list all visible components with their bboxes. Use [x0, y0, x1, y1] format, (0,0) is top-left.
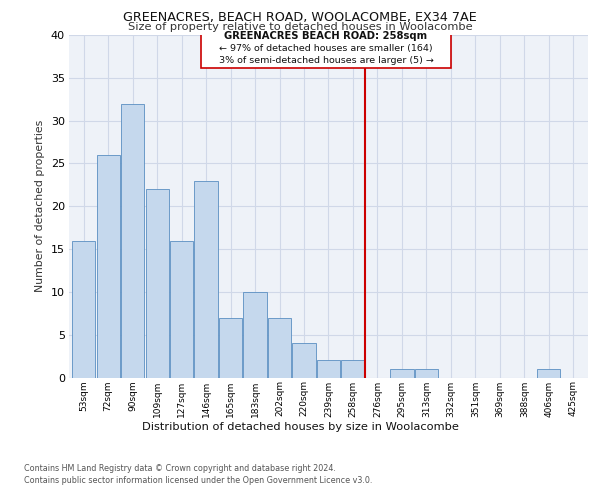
Bar — [317, 360, 340, 378]
Bar — [391, 369, 413, 378]
Y-axis label: Number of detached properties: Number of detached properties — [35, 120, 45, 292]
Bar — [72, 240, 95, 378]
Text: Contains public sector information licensed under the Open Government Licence v3: Contains public sector information licen… — [24, 476, 373, 485]
Bar — [121, 104, 144, 378]
Text: 3% of semi-detached houses are larger (5) →: 3% of semi-detached houses are larger (5… — [218, 56, 433, 66]
Text: GREENACRES BEACH ROAD: 258sqm: GREENACRES BEACH ROAD: 258sqm — [224, 30, 428, 40]
Text: ← 97% of detached houses are smaller (164): ← 97% of detached houses are smaller (16… — [219, 44, 433, 52]
Bar — [97, 155, 120, 378]
Bar — [146, 189, 169, 378]
Bar — [268, 318, 291, 378]
Text: Contains HM Land Registry data © Crown copyright and database right 2024.: Contains HM Land Registry data © Crown c… — [24, 464, 336, 473]
Bar — [537, 369, 560, 378]
Bar — [194, 180, 218, 378]
Bar — [219, 318, 242, 378]
Text: Size of property relative to detached houses in Woolacombe: Size of property relative to detached ho… — [128, 22, 472, 32]
Text: GREENACRES, BEACH ROAD, WOOLACOMBE, EX34 7AE: GREENACRES, BEACH ROAD, WOOLACOMBE, EX34… — [123, 11, 477, 24]
Text: Distribution of detached houses by size in Woolacombe: Distribution of detached houses by size … — [142, 422, 458, 432]
Bar — [244, 292, 266, 378]
Bar — [415, 369, 438, 378]
Bar — [341, 360, 365, 378]
FancyBboxPatch shape — [201, 26, 451, 68]
Bar — [292, 343, 316, 378]
Bar — [170, 240, 193, 378]
